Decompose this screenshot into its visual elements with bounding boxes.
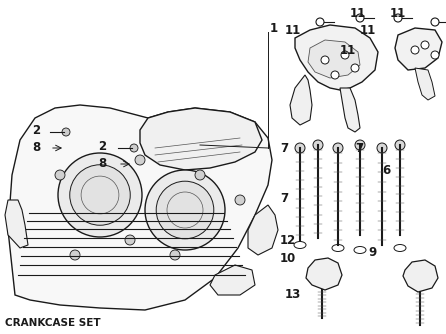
Polygon shape xyxy=(210,265,255,295)
Ellipse shape xyxy=(294,241,306,248)
Polygon shape xyxy=(395,28,442,70)
Circle shape xyxy=(411,46,419,54)
Circle shape xyxy=(135,155,145,165)
Text: 1: 1 xyxy=(270,21,278,34)
Polygon shape xyxy=(415,68,435,100)
Circle shape xyxy=(145,170,225,250)
Text: 2: 2 xyxy=(32,124,40,137)
Text: 13: 13 xyxy=(285,289,301,302)
Text: 7: 7 xyxy=(355,142,363,155)
Circle shape xyxy=(313,140,323,150)
Text: 12: 12 xyxy=(280,233,296,246)
Polygon shape xyxy=(295,25,378,90)
Text: 11: 11 xyxy=(285,23,301,36)
Text: 7: 7 xyxy=(280,142,288,155)
Text: 8: 8 xyxy=(32,141,40,154)
Circle shape xyxy=(377,143,387,153)
Circle shape xyxy=(70,250,80,260)
Polygon shape xyxy=(8,105,272,310)
Circle shape xyxy=(195,170,205,180)
Polygon shape xyxy=(290,75,312,125)
Text: 10: 10 xyxy=(280,252,296,265)
Polygon shape xyxy=(403,260,438,292)
Circle shape xyxy=(421,41,429,49)
Text: CRANKCASE SET: CRANKCASE SET xyxy=(5,318,101,328)
Text: 2: 2 xyxy=(98,140,106,153)
Circle shape xyxy=(341,51,349,59)
Circle shape xyxy=(125,235,135,245)
Ellipse shape xyxy=(394,244,406,252)
Text: 9: 9 xyxy=(368,245,376,259)
Polygon shape xyxy=(308,40,360,78)
Circle shape xyxy=(431,51,439,59)
Ellipse shape xyxy=(332,244,344,252)
Circle shape xyxy=(62,128,70,136)
Polygon shape xyxy=(340,88,360,132)
Circle shape xyxy=(70,165,130,225)
Circle shape xyxy=(295,143,305,153)
Text: 11: 11 xyxy=(340,43,356,56)
Circle shape xyxy=(58,153,142,237)
Text: 11: 11 xyxy=(350,6,366,19)
Text: 11: 11 xyxy=(360,23,376,36)
Circle shape xyxy=(156,181,214,239)
Circle shape xyxy=(331,71,339,79)
Polygon shape xyxy=(306,258,342,290)
Circle shape xyxy=(355,140,365,150)
Polygon shape xyxy=(248,205,278,255)
Text: 8: 8 xyxy=(98,157,106,169)
Circle shape xyxy=(235,195,245,205)
Circle shape xyxy=(333,143,343,153)
Text: 11: 11 xyxy=(390,6,406,19)
Ellipse shape xyxy=(354,246,366,254)
Circle shape xyxy=(321,56,329,64)
Text: 6: 6 xyxy=(382,164,390,176)
Circle shape xyxy=(395,140,405,150)
Circle shape xyxy=(351,64,359,72)
Circle shape xyxy=(170,250,180,260)
Polygon shape xyxy=(140,108,262,170)
Text: 7: 7 xyxy=(280,191,288,204)
Circle shape xyxy=(130,144,138,152)
Polygon shape xyxy=(5,200,28,248)
Circle shape xyxy=(55,170,65,180)
